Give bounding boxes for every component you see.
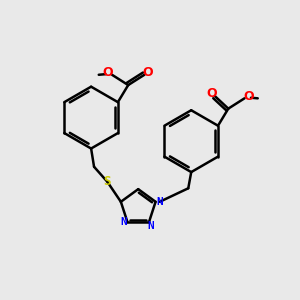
Text: O: O <box>207 87 218 100</box>
Text: O: O <box>103 66 113 79</box>
Text: O: O <box>142 66 153 79</box>
Text: N: N <box>147 221 154 231</box>
Text: O: O <box>243 90 254 103</box>
Text: N: N <box>120 217 127 227</box>
Text: N: N <box>156 197 163 207</box>
Text: S: S <box>104 176 111 188</box>
